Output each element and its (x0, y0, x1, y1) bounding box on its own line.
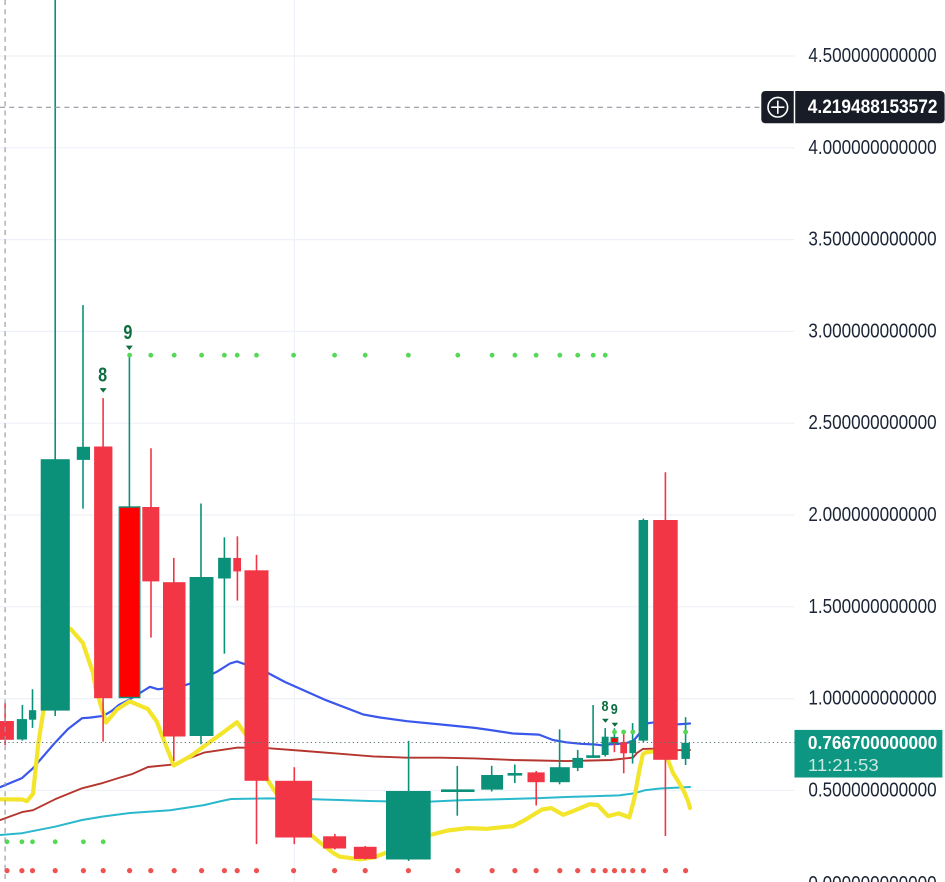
svg-text:2.000000000000: 2.000000000000 (808, 504, 936, 526)
svg-text:1.500000000000: 1.500000000000 (808, 596, 936, 618)
svg-text:4.000000000000: 4.000000000000 (808, 137, 936, 159)
svg-text:11:21:53: 11:21:53 (808, 755, 879, 775)
svg-text:8: 8 (98, 364, 107, 386)
svg-text:4.500000000000: 4.500000000000 (808, 45, 936, 67)
svg-text:0.500000000000: 0.500000000000 (808, 779, 936, 801)
svg-text:1.000000000000: 1.000000000000 (808, 688, 936, 710)
svg-text:9: 9 (123, 322, 132, 344)
svg-text:0.000000000000: 0.000000000000 (808, 873, 936, 882)
svg-text:4.219488153572: 4.219488153572 (808, 97, 938, 118)
svg-text:0.766700000000: 0.766700000000 (808, 732, 937, 753)
svg-text:8: 8 (602, 698, 609, 715)
svg-text:3.000000000000: 3.000000000000 (808, 320, 936, 342)
svg-text:2.500000000000: 2.500000000000 (808, 412, 936, 434)
svg-text:9: 9 (611, 701, 618, 718)
svg-text:3.500000000000: 3.500000000000 (808, 229, 936, 251)
